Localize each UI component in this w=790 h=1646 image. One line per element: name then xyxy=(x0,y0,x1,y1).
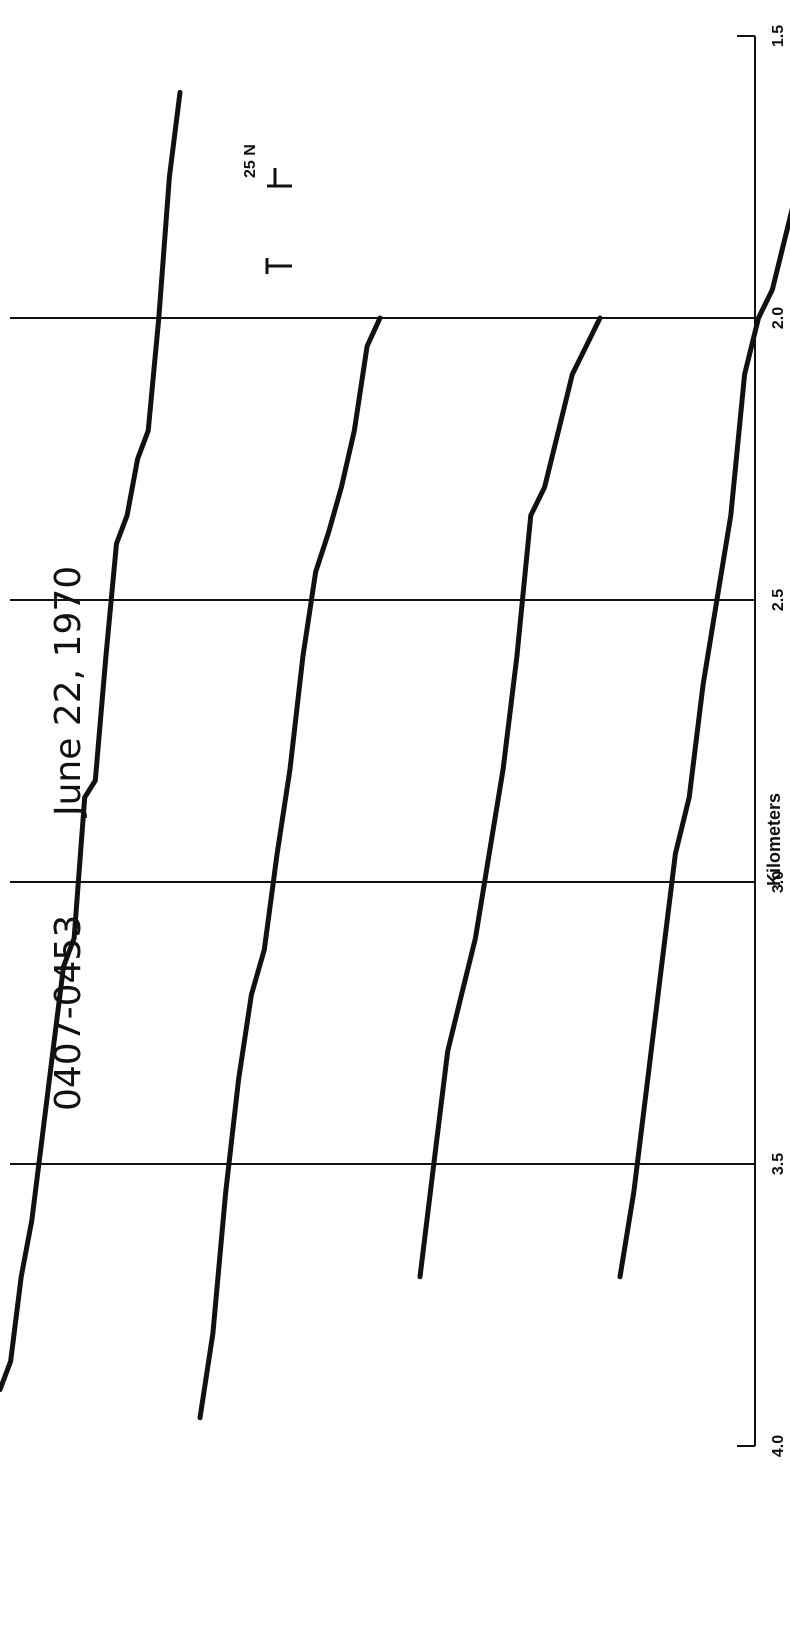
chart-title: 0407-0453 xyxy=(48,915,89,1111)
y-tick-label: 3.0 xyxy=(770,871,787,893)
y-tick-label: 2.5 xyxy=(770,589,787,611)
y-tick-label: 2.0 xyxy=(770,307,787,329)
y-tick-label: 3.5 xyxy=(770,1153,787,1175)
chart-date: June 22, 1970 xyxy=(48,566,89,818)
series-line-3 xyxy=(417,315,603,1280)
legend-label: 25 N xyxy=(242,144,259,178)
y-tick-label: 4.0 xyxy=(770,1435,787,1457)
y-axis-label: Kilometers xyxy=(764,793,784,886)
legend-marker-icon xyxy=(265,168,292,274)
series-line-1 xyxy=(0,89,183,1393)
series-line-4 xyxy=(617,174,790,1280)
series-line-2 xyxy=(197,315,383,1421)
y-tick-label: 1.5 xyxy=(770,25,787,47)
